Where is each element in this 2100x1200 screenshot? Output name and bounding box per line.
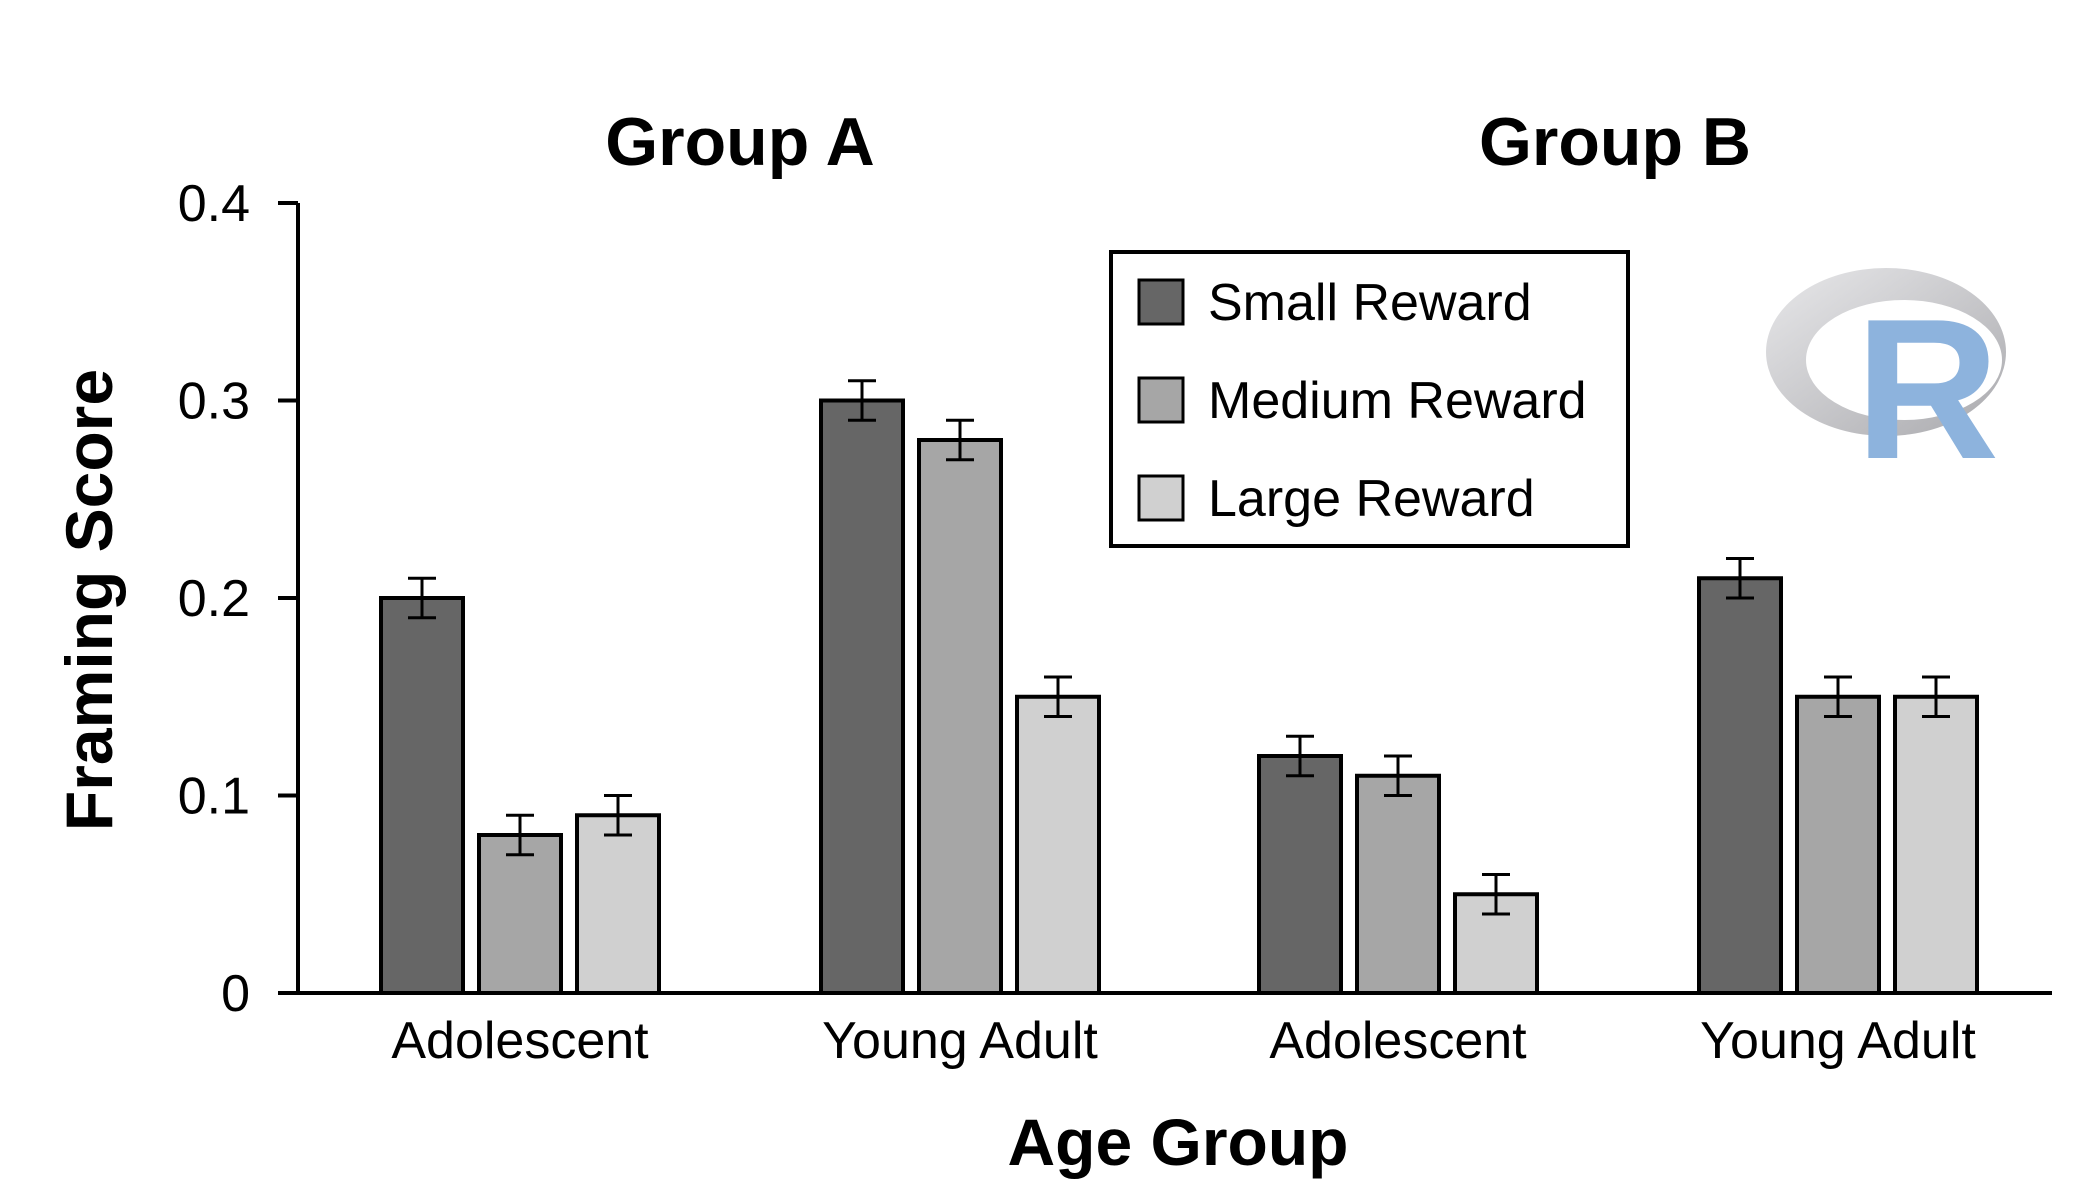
panel-title-group-b: Group B <box>1479 104 1751 180</box>
legend-label-medium-reward: Medium Reward <box>1208 372 1587 430</box>
panel-title-group-a: Group A <box>605 104 874 180</box>
legend-swatch-small-reward <box>1137 278 1185 326</box>
bar-large-reward <box>1015 694 1101 995</box>
r-logo-letter: R <box>1855 278 1999 501</box>
x-axis-title: Age Group <box>1008 1105 1349 1179</box>
y-tick-label: 0.2 <box>178 570 250 628</box>
legend-label-small-reward: Small Reward <box>1208 274 1532 332</box>
bar-large-reward <box>575 813 661 995</box>
legend: Small Reward Medium Reward Large Reward <box>1109 250 1630 548</box>
x-tick-labels: Adolescent Young Adult Adolescent Young Adu… <box>391 1012 1976 1070</box>
legend-box <box>1109 250 1630 548</box>
bar-small-reward <box>379 596 465 995</box>
y-tick-label: 0.1 <box>178 768 250 826</box>
y-axis-title: Framing Score <box>52 369 126 831</box>
y-tick-label: 0.3 <box>178 373 250 431</box>
x-tick-label: Young Adult <box>822 1012 1098 1070</box>
y-ticks: 0 0.1 0.2 0.3 0.4 <box>178 175 298 1023</box>
bar-medium-reward <box>1355 773 1441 995</box>
error-bars <box>408 379 1950 916</box>
bar-medium-reward <box>477 833 563 995</box>
x-tick-label: Young Adult <box>1700 1012 1976 1070</box>
bar-small-reward <box>819 398 905 995</box>
bars <box>379 398 1979 995</box>
y-tick-label: 0.4 <box>178 175 250 233</box>
x-tick-label: Adolescent <box>391 1012 649 1070</box>
bar-small-reward <box>1257 754 1343 995</box>
x-tick-label: Adolescent <box>1269 1012 1527 1070</box>
bar-large-reward <box>1893 694 1979 995</box>
bar-small-reward <box>1697 576 1783 995</box>
legend-swatch-medium-reward <box>1137 376 1185 424</box>
r-logo-icon: R <box>1766 268 2006 501</box>
y-tick-label: 0 <box>221 965 250 1023</box>
bar-medium-reward <box>917 438 1003 995</box>
legend-swatch-large-reward <box>1137 474 1185 522</box>
legend-label-large-reward: Large Reward <box>1208 470 1535 528</box>
bar-medium-reward <box>1795 694 1881 995</box>
